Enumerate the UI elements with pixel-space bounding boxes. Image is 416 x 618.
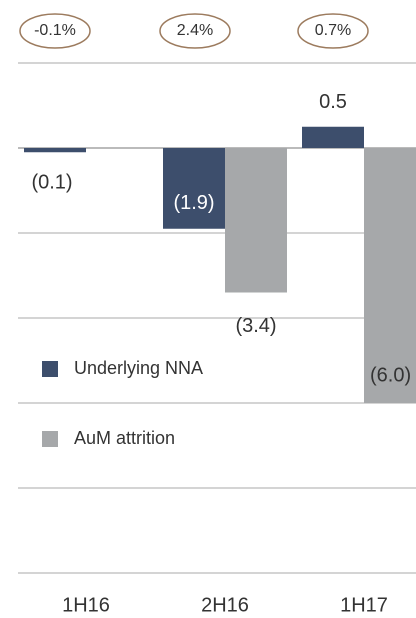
annotation: 0.7% [315,22,351,39]
value-label: (0.1) [31,172,72,194]
annotation: -0.1% [34,22,76,39]
bar [364,148,416,403]
legend-label: Underlying NNA [74,358,203,378]
value-label: (3.4) [235,315,276,337]
bar [163,148,225,229]
legend-label: AuM attrition [74,428,175,448]
bar [225,148,287,293]
annotation: 2.4% [177,22,213,39]
legend-swatch [42,361,58,377]
x-tick-label: 1H17 [340,594,388,616]
x-tick-label: 2H16 [201,594,249,616]
annotation-ellipse [159,13,231,49]
value-label: (6.0) [370,364,411,386]
annotation-ellipse [297,13,369,49]
value-label: (1.9) [173,192,214,214]
annotation-ellipse [19,13,91,49]
value-label: 0.5 [319,91,347,113]
x-tick-label: 1H16 [62,594,110,616]
bar [24,148,86,153]
legend-swatch [42,431,58,447]
bar [302,126,364,148]
